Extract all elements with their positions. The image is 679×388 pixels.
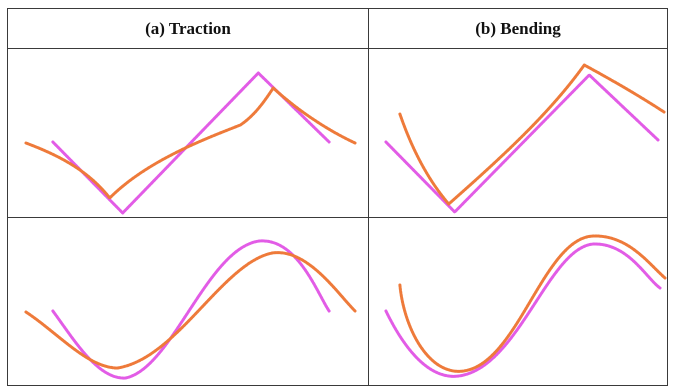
row-piecewise (7, 48, 668, 218)
reference-curve (384, 242, 662, 379)
reference-curve (51, 71, 331, 215)
plot-bending-piecewise (384, 63, 666, 214)
deformed-curve (24, 251, 357, 370)
header-row: (a) Traction (b) Bending (7, 7, 668, 50)
deformed-curve (398, 234, 667, 373)
header-traction: (a) Traction (7, 7, 369, 50)
deformed-curve (398, 63, 666, 206)
reference-curve (384, 73, 660, 214)
cell-bending-smooth (368, 216, 668, 387)
plot-bending-smooth (384, 234, 667, 379)
plot-traction-smooth (24, 239, 357, 380)
cell-bending-piecewise (368, 48, 668, 218)
deformed-curve (24, 86, 357, 200)
cell-traction-piecewise (7, 48, 369, 218)
cell-traction-smooth (7, 216, 369, 387)
comparison-table: (a) Traction (b) Bending (7, 7, 668, 387)
plot-traction-piecewise (24, 71, 357, 215)
reference-curve (51, 239, 331, 380)
row-smooth (7, 216, 668, 387)
header-bending: (b) Bending (368, 7, 668, 50)
